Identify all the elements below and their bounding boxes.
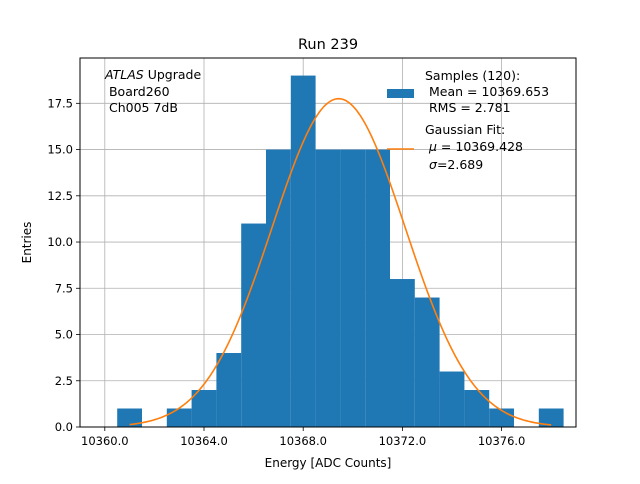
x-tick-label: 10364.0 xyxy=(180,434,228,448)
chart-title: Run 239 xyxy=(298,37,358,53)
legend-fit-title: Gaussian Fit: xyxy=(425,122,505,137)
histogram-bar-14 xyxy=(464,390,490,427)
x-axis-label: Energy [ADC Counts] xyxy=(265,456,392,470)
histogram-bars xyxy=(117,75,564,428)
y-tick-label: 10.0 xyxy=(47,235,73,249)
legend-samples-title: Samples (120): xyxy=(425,68,520,83)
histogram-bar-7 xyxy=(290,75,316,428)
legend-samples-rms: RMS = 2.781 xyxy=(425,100,511,115)
y-tick-label: 12.5 xyxy=(47,189,73,203)
histogram-bar-3 xyxy=(191,390,217,427)
legend-sigma-symbol: σ xyxy=(429,157,438,172)
annotation-board: Board260 xyxy=(105,84,170,99)
histogram-bar-17 xyxy=(538,408,564,427)
histogram-bar-12 xyxy=(414,297,440,427)
annotation-channel: Ch005 7dB xyxy=(105,100,178,115)
histogram-bar-9 xyxy=(340,149,366,427)
x-tick-label: 10372.0 xyxy=(379,434,427,448)
legend-samples-mean: Mean = 10369.653 xyxy=(425,84,549,99)
y-tick-label: 5.0 xyxy=(55,328,73,342)
legend-fit-sigma: σ=2.689 xyxy=(429,157,483,172)
x-tick-label: 10360.0 xyxy=(81,434,129,448)
legend: Samples (120): Mean = 10369.653 RMS = 2.… xyxy=(387,68,549,172)
y-tick-label: 17.5 xyxy=(47,96,73,110)
y-tick-label: 0.0 xyxy=(55,420,73,434)
y-axis-label: Entries xyxy=(20,222,34,264)
legend-sigma-value: =2.689 xyxy=(437,157,483,172)
y-axis-ticks: 0.0 2.5 5.0 7.5 10.0 12.5 15.0 17.5 xyxy=(47,96,80,434)
plot-frame xyxy=(79,57,577,428)
histogram-bar-2 xyxy=(166,408,192,427)
histogram-bar-11 xyxy=(390,279,415,427)
histogram-bar-13 xyxy=(439,371,465,427)
annotation-atlas: ATLAS xyxy=(104,67,144,82)
histogram-bar-0 xyxy=(117,408,142,427)
y-tick-label: 15.0 xyxy=(47,143,73,157)
annotation-upgrade: Upgrade xyxy=(144,67,202,82)
legend-swatch-samples xyxy=(387,89,414,98)
histogram-bar-4 xyxy=(216,353,242,427)
legend-mu-symbol: μ xyxy=(428,139,437,154)
legend-mu-value: = 10369.428 xyxy=(437,139,523,154)
y-tick-label: 2.5 xyxy=(55,374,73,388)
histogram-bar-8 xyxy=(315,149,341,427)
gaussian-fit-curve xyxy=(129,97,552,426)
x-tick-label: 10368.0 xyxy=(279,434,327,448)
svg-text:ATLAS Upgrade: ATLAS Upgrade xyxy=(104,67,201,82)
histogram-bar-10 xyxy=(365,149,390,427)
x-axis-ticks: 10360.0 10364.0 10368.0 10372.0 10376.0 xyxy=(81,427,525,448)
x-tick-label: 10376.0 xyxy=(478,434,526,448)
legend-fit-mu: μ = 10369.428 xyxy=(428,139,523,154)
histogram-bar-6 xyxy=(266,149,291,427)
atlas-annotation: ATLAS Upgrade Board260 Ch005 7dB xyxy=(104,67,201,115)
y-tick-label: 7.5 xyxy=(55,281,73,295)
